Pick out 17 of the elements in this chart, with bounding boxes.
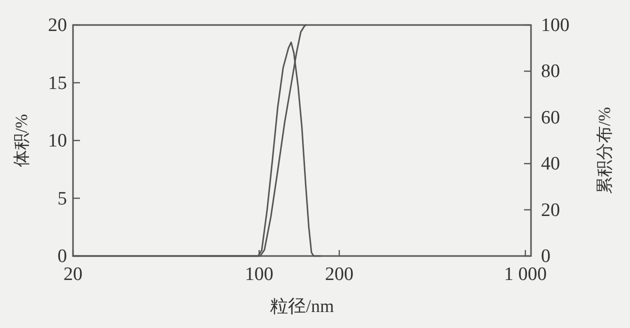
x-tick-label: 1 000 bbox=[504, 264, 547, 285]
y-tick-label: 10 bbox=[48, 130, 67, 152]
y-tick-label: 15 bbox=[48, 72, 67, 94]
y2-tick-label: 80 bbox=[541, 61, 560, 82]
x-axis-title: 粒径/nm bbox=[270, 296, 334, 316]
y2-tick-label: 100 bbox=[541, 15, 570, 36]
x-tick-label: 200 bbox=[325, 264, 354, 285]
y2-tick-label: 40 bbox=[541, 154, 560, 175]
x-tick-label: 100 bbox=[244, 264, 274, 285]
y2-tick-label: 0 bbox=[541, 246, 550, 267]
y-axis-title: 体积/% bbox=[12, 114, 31, 167]
y-tick-label: 0 bbox=[58, 246, 67, 267]
y-tick-label: 5 bbox=[58, 188, 67, 210]
y2-tick-label: 60 bbox=[541, 107, 560, 128]
y2-axis-title: 累积分布/% bbox=[595, 107, 614, 194]
y2-tick-label: 20 bbox=[541, 200, 560, 221]
y-tick-label: 20 bbox=[48, 15, 67, 36]
